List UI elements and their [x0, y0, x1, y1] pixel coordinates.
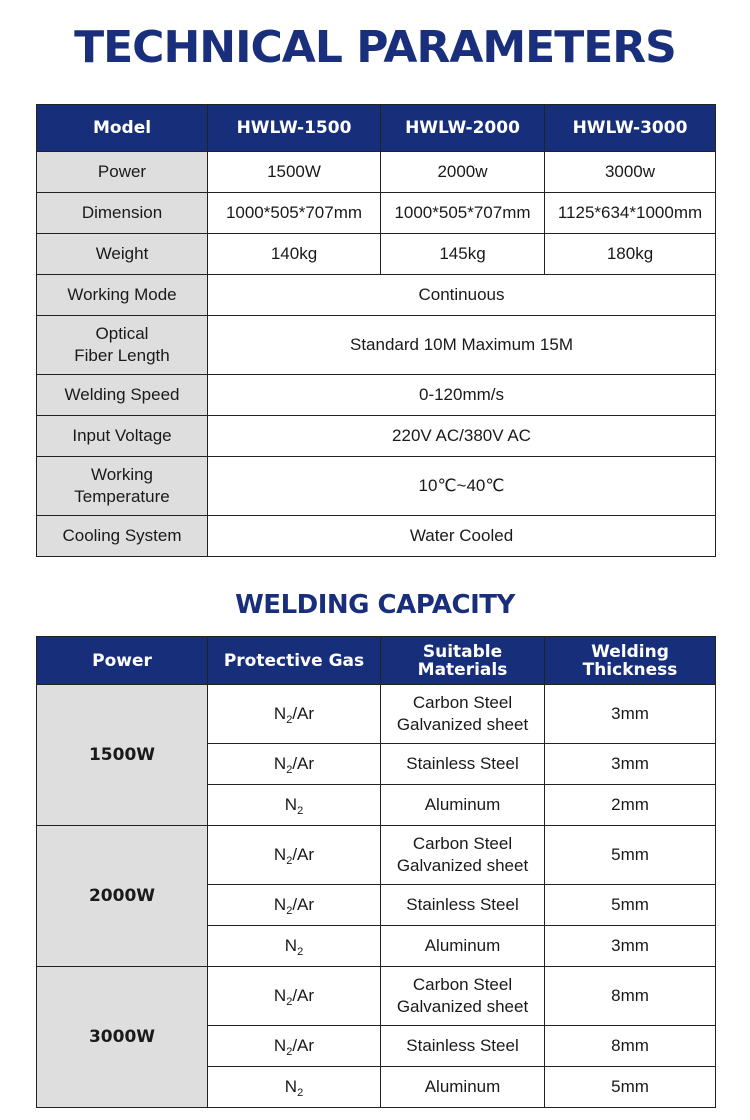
gas-cell: N2/Ar — [207, 743, 381, 785]
table-row: N2/Ar Stainless Steel 5mm — [37, 884, 716, 926]
thickness-cell: 8mm — [544, 966, 716, 1026]
row-label: Optical Fiber Length — [36, 315, 208, 375]
table-row: N2/Ar Stainless Steel 8mm — [37, 1025, 716, 1067]
table-row: Welding Speed 0-120mm/s — [36, 374, 716, 416]
material-cell: Carbon Steel Galvanized sheet — [380, 684, 545, 744]
value-cell: 1125*634*1000mm — [544, 192, 716, 234]
table-row: Working Mode Continuous — [36, 274, 716, 316]
row-label: Working Mode — [36, 274, 208, 316]
table-row: Input Voltage 220V AC/380V AC — [36, 415, 716, 457]
table-row: Optical Fiber Length Standard 10M Maximum … — [36, 315, 716, 375]
header-3: HWLW-3000 — [544, 104, 716, 152]
power-cell: 1500W — [36, 684, 208, 826]
thickness-cell: 5mm — [544, 825, 716, 885]
table-row: N2 Aluminum 2mm — [37, 784, 716, 826]
value-cell: 10℃~40℃ — [207, 456, 716, 516]
gas-cell: N2 — [207, 925, 381, 967]
gas-cell: N2 — [207, 784, 381, 826]
thickness-cell: 2mm — [544, 784, 716, 826]
header-power: Power — [36, 636, 208, 685]
table-row: 2000W N2/Ar Carbon Steel Galvanized sheet 5m… — [36, 825, 716, 967]
gas-cell: N2/Ar — [207, 825, 381, 885]
table-row: N2 Aluminum 3mm — [37, 925, 716, 967]
material-cell: Stainless Steel — [380, 1025, 545, 1067]
value-cell: Water Cooled — [207, 515, 716, 557]
value-cell: 180kg — [544, 233, 716, 275]
row-label: Dimension — [36, 192, 208, 234]
value-cell: 140kg — [207, 233, 381, 275]
material-cell: Stainless Steel — [380, 884, 545, 926]
header-0: Model — [36, 104, 208, 152]
thickness-cell: 8mm — [544, 1025, 716, 1067]
header-protective-gas: Protective Gas — [207, 636, 381, 685]
value-cell: 0-120mm/s — [207, 374, 716, 416]
power-cell: 3000W — [36, 966, 208, 1108]
row-label: Power — [36, 151, 208, 193]
row-label: Cooling System — [36, 515, 208, 557]
gas-cell: N2/Ar — [207, 1025, 381, 1067]
material-cell: Aluminum — [380, 1066, 545, 1108]
header-1: HWLW-1500 — [207, 104, 381, 152]
table-row: Working Temperature 10℃~40℃ — [36, 456, 716, 516]
thickness-cell: 5mm — [544, 884, 716, 926]
value-cell: 220V AC/380V AC — [207, 415, 716, 457]
value-cell: 3000w — [544, 151, 716, 193]
material-cell: Carbon Steel Galvanized sheet — [380, 966, 545, 1026]
table-row: Dimension 1000*505*707mm 1000*505*707mm 112… — [36, 192, 716, 234]
technical-parameters-title: TECHNICAL PARAMETERS — [74, 22, 677, 73]
material-cell: Aluminum — [380, 925, 545, 967]
table-row: Power 1500W 2000w 3000w — [36, 151, 716, 193]
table-row: N2 Aluminum 5mm — [37, 1066, 716, 1108]
value-cell: 1000*505*707mm — [380, 192, 545, 234]
row-label: Weight — [36, 233, 208, 275]
table-row: 1500W N2/Ar Carbon Steel Galvanized sheet 3m… — [36, 684, 716, 826]
gas-cell: N2/Ar — [207, 884, 381, 926]
value-cell: 2000w — [380, 151, 545, 193]
thickness-cell: 3mm — [544, 684, 716, 744]
row-label: Input Voltage — [36, 415, 208, 457]
value-cell: 145kg — [380, 233, 545, 275]
header-row: Model HWLW-1500 HWLW-2000 HWLW-3000 — [36, 104, 716, 152]
header-row: Power Protective Gas Suitable Materials W… — [36, 636, 716, 685]
value-cell: 1500W — [207, 151, 381, 193]
header-2: HWLW-2000 — [380, 104, 545, 152]
material-cell: Aluminum — [380, 784, 545, 826]
gas-cell: N2/Ar — [207, 966, 381, 1026]
table-row: Cooling System Water Cooled — [36, 515, 716, 557]
technical-parameters-table: Model HWLW-1500 HWLW-2000 HWLW-3000 Power 15… — [36, 104, 716, 557]
material-cell: Stainless Steel — [380, 743, 545, 785]
value-cell: Continuous — [207, 274, 716, 316]
row-label: Welding Speed — [36, 374, 208, 416]
value-cell: 1000*505*707mm — [207, 192, 381, 234]
value-cell: Standard 10M Maximum 15M — [207, 315, 716, 375]
welding-capacity-table: Power Protective Gas Suitable Materials W… — [36, 636, 716, 1108]
table-row: 3000W N2/Ar Carbon Steel Galvanized sheet 8m… — [36, 966, 716, 1108]
gas-cell: N2/Ar — [207, 684, 381, 744]
thickness-cell: 3mm — [544, 743, 716, 785]
table-row: N2/Ar Stainless Steel 3mm — [37, 743, 716, 785]
thickness-cell: 5mm — [544, 1066, 716, 1108]
table-row: Weight 140kg 145kg 180kg — [36, 233, 716, 275]
thickness-cell: 3mm — [544, 925, 716, 967]
header-suitable-materials: Suitable Materials — [380, 636, 545, 685]
gas-cell: N2 — [207, 1066, 381, 1108]
row-label: Working Temperature — [36, 456, 208, 516]
welding-capacity-title: WELDING CAPACITY — [235, 590, 515, 620]
header-welding-thickness: Welding Thickness — [544, 636, 716, 685]
material-cell: Carbon Steel Galvanized sheet — [380, 825, 545, 885]
power-cell: 2000W — [36, 825, 208, 967]
